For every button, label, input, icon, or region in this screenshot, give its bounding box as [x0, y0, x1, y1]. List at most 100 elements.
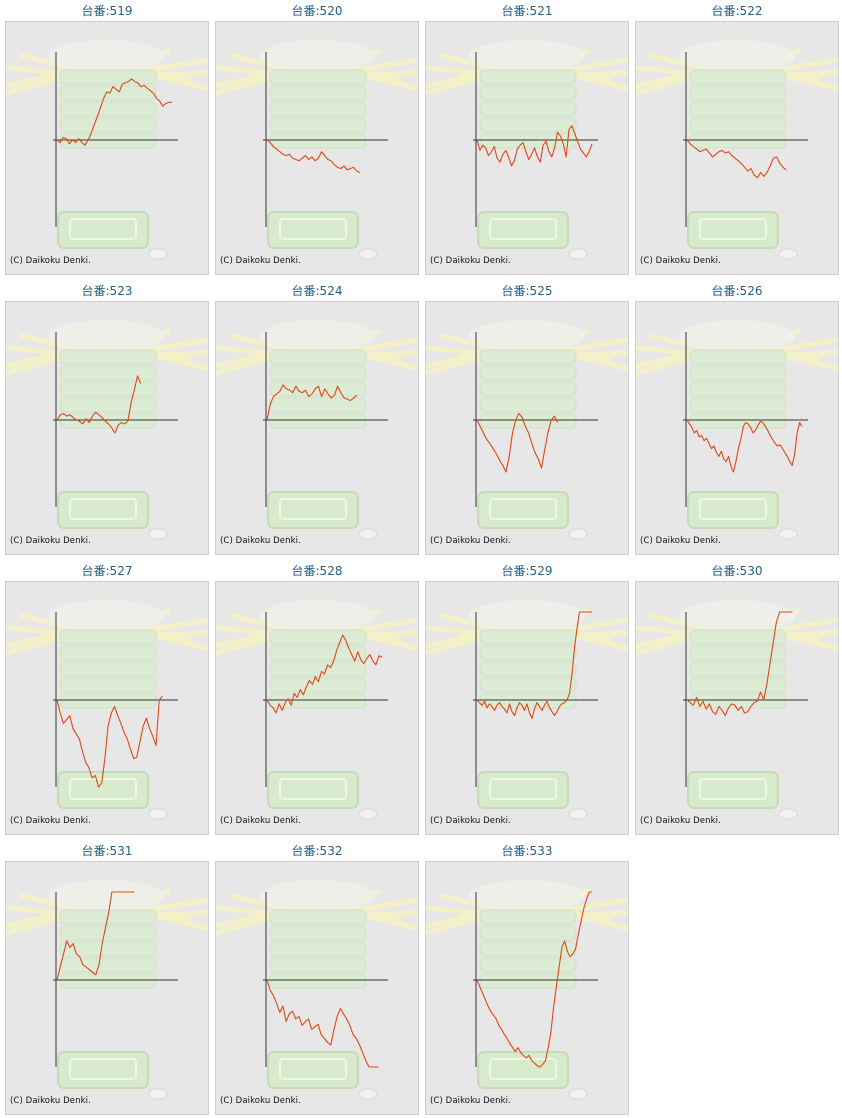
- background-coin: [568, 528, 588, 540]
- background-ray: [216, 913, 280, 936]
- background-tray: [269, 925, 367, 941]
- chart-frame[interactable]: (C) Daikoku Denki.: [5, 21, 209, 275]
- chart-frame[interactable]: (C) Daikoku Denki.: [635, 21, 839, 275]
- background-tray: [689, 101, 787, 117]
- machine-label: 台番:528: [291, 564, 343, 578]
- background-ray: [426, 353, 490, 376]
- background-tray: [269, 909, 367, 925]
- line-chart: [426, 40, 628, 260]
- background-box: [267, 211, 359, 249]
- chart-frame[interactable]: (C) Daikoku Denki.: [635, 301, 839, 555]
- chart-frame[interactable]: (C) Daikoku Denki.: [215, 21, 419, 275]
- background-coin: [778, 248, 798, 260]
- background-tray: [59, 973, 157, 989]
- background-art: [216, 40, 418, 260]
- background-box: [687, 211, 779, 249]
- line-chart: [636, 320, 838, 540]
- background-art: [426, 320, 628, 540]
- series-line: [266, 634, 383, 714]
- background-tray: [689, 381, 787, 397]
- background-ray: [636, 73, 700, 96]
- series-line: [266, 979, 379, 1068]
- copyright-text: (C) Daikoku Denki.: [430, 256, 511, 266]
- background-ray: [6, 633, 70, 656]
- chart-frame[interactable]: (C) Daikoku Denki.: [5, 301, 209, 555]
- chart-frame[interactable]: (C) Daikoku Denki.: [215, 861, 419, 1115]
- background-ray: [216, 633, 280, 656]
- chart-cell: 台番:529 (C) Daikoku Denki.: [425, 563, 629, 835]
- background-coin: [778, 528, 798, 540]
- background-art: [426, 880, 628, 1100]
- copyright-text: (C) Daikoku Denki.: [640, 816, 721, 826]
- background-coin: [358, 248, 378, 260]
- background-art: [6, 40, 208, 260]
- chart-frame[interactable]: (C) Daikoku Denki.: [215, 581, 419, 835]
- background-art: [636, 40, 838, 260]
- chart-frame[interactable]: (C) Daikoku Denki.: [5, 861, 209, 1115]
- background-crown: [259, 320, 375, 352]
- background-coin: [148, 808, 168, 820]
- line-chart: [426, 880, 628, 1100]
- background-box: [57, 1051, 149, 1089]
- chart-cell: 台番:525 (C) Daikoku Denki.: [425, 283, 629, 555]
- background-box: [687, 771, 779, 809]
- chart-frame[interactable]: (C) Daikoku Denki.: [425, 21, 629, 275]
- series-line: [56, 695, 163, 788]
- copyright-text: (C) Daikoku Denki.: [10, 816, 91, 826]
- background-tray: [689, 69, 787, 85]
- chart-frame[interactable]: (C) Daikoku Denki.: [425, 301, 629, 555]
- series-line: [476, 891, 592, 1068]
- background-ray: [426, 73, 490, 96]
- background-tray: [59, 101, 157, 117]
- background-tray: [59, 677, 157, 693]
- background-tray: [689, 693, 787, 709]
- chart-cell: 台番:523 (C) Daikoku Denki.: [5, 283, 209, 555]
- background-crown: [49, 600, 165, 632]
- background-tray: [689, 349, 787, 365]
- machine-label: 台番:532: [291, 844, 343, 858]
- background-ray: [6, 905, 72, 917]
- chart-cell: 台番:531 (C) Daikoku Denki.: [5, 843, 209, 1115]
- machine-label: 台番:531: [81, 844, 133, 858]
- background-tray: [479, 629, 577, 645]
- background-box: [687, 491, 779, 529]
- background-ray: [636, 633, 700, 656]
- background-tray: [59, 925, 157, 941]
- background-ray: [216, 625, 282, 637]
- background-tray: [479, 117, 577, 133]
- background-art: [426, 40, 628, 260]
- background-crown: [469, 880, 585, 912]
- chart-frame[interactable]: (C) Daikoku Denki.: [425, 861, 629, 1115]
- background-tray: [689, 645, 787, 661]
- background-tray: [269, 957, 367, 973]
- machine-label: 台番:520: [291, 4, 343, 18]
- chart-frame[interactable]: (C) Daikoku Denki.: [215, 301, 419, 555]
- copyright-text: (C) Daikoku Denki.: [430, 536, 511, 546]
- line-chart: [216, 880, 418, 1100]
- chart-frame[interactable]: (C) Daikoku Denki.: [635, 581, 839, 835]
- chart-cell: 台番:522 (C) Daikoku Denki.: [635, 3, 839, 275]
- background-art: [6, 320, 208, 540]
- background-box-inner: [489, 778, 557, 800]
- chart-cell: 台番:521 (C) Daikoku Denki.: [425, 3, 629, 275]
- copyright-text: (C) Daikoku Denki.: [640, 256, 721, 266]
- background-ray: [426, 633, 490, 656]
- background-tray: [59, 397, 157, 413]
- chart-frame[interactable]: (C) Daikoku Denki.: [5, 581, 209, 835]
- background-ray: [426, 65, 492, 77]
- background-ray: [636, 345, 702, 357]
- background-ray: [216, 353, 280, 376]
- line-chart: [426, 320, 628, 540]
- background-ray: [216, 73, 280, 96]
- background-ray: [636, 353, 700, 376]
- background-tray: [269, 645, 367, 661]
- background-tray: [479, 349, 577, 365]
- background-tray: [479, 381, 577, 397]
- background-tray: [269, 693, 367, 709]
- background-ray: [216, 905, 282, 917]
- background-coin: [568, 248, 588, 260]
- background-box-inner: [489, 498, 557, 520]
- background-box-inner: [699, 218, 767, 240]
- chart-frame[interactable]: (C) Daikoku Denki.: [425, 581, 629, 835]
- copyright-text: (C) Daikoku Denki.: [220, 256, 301, 266]
